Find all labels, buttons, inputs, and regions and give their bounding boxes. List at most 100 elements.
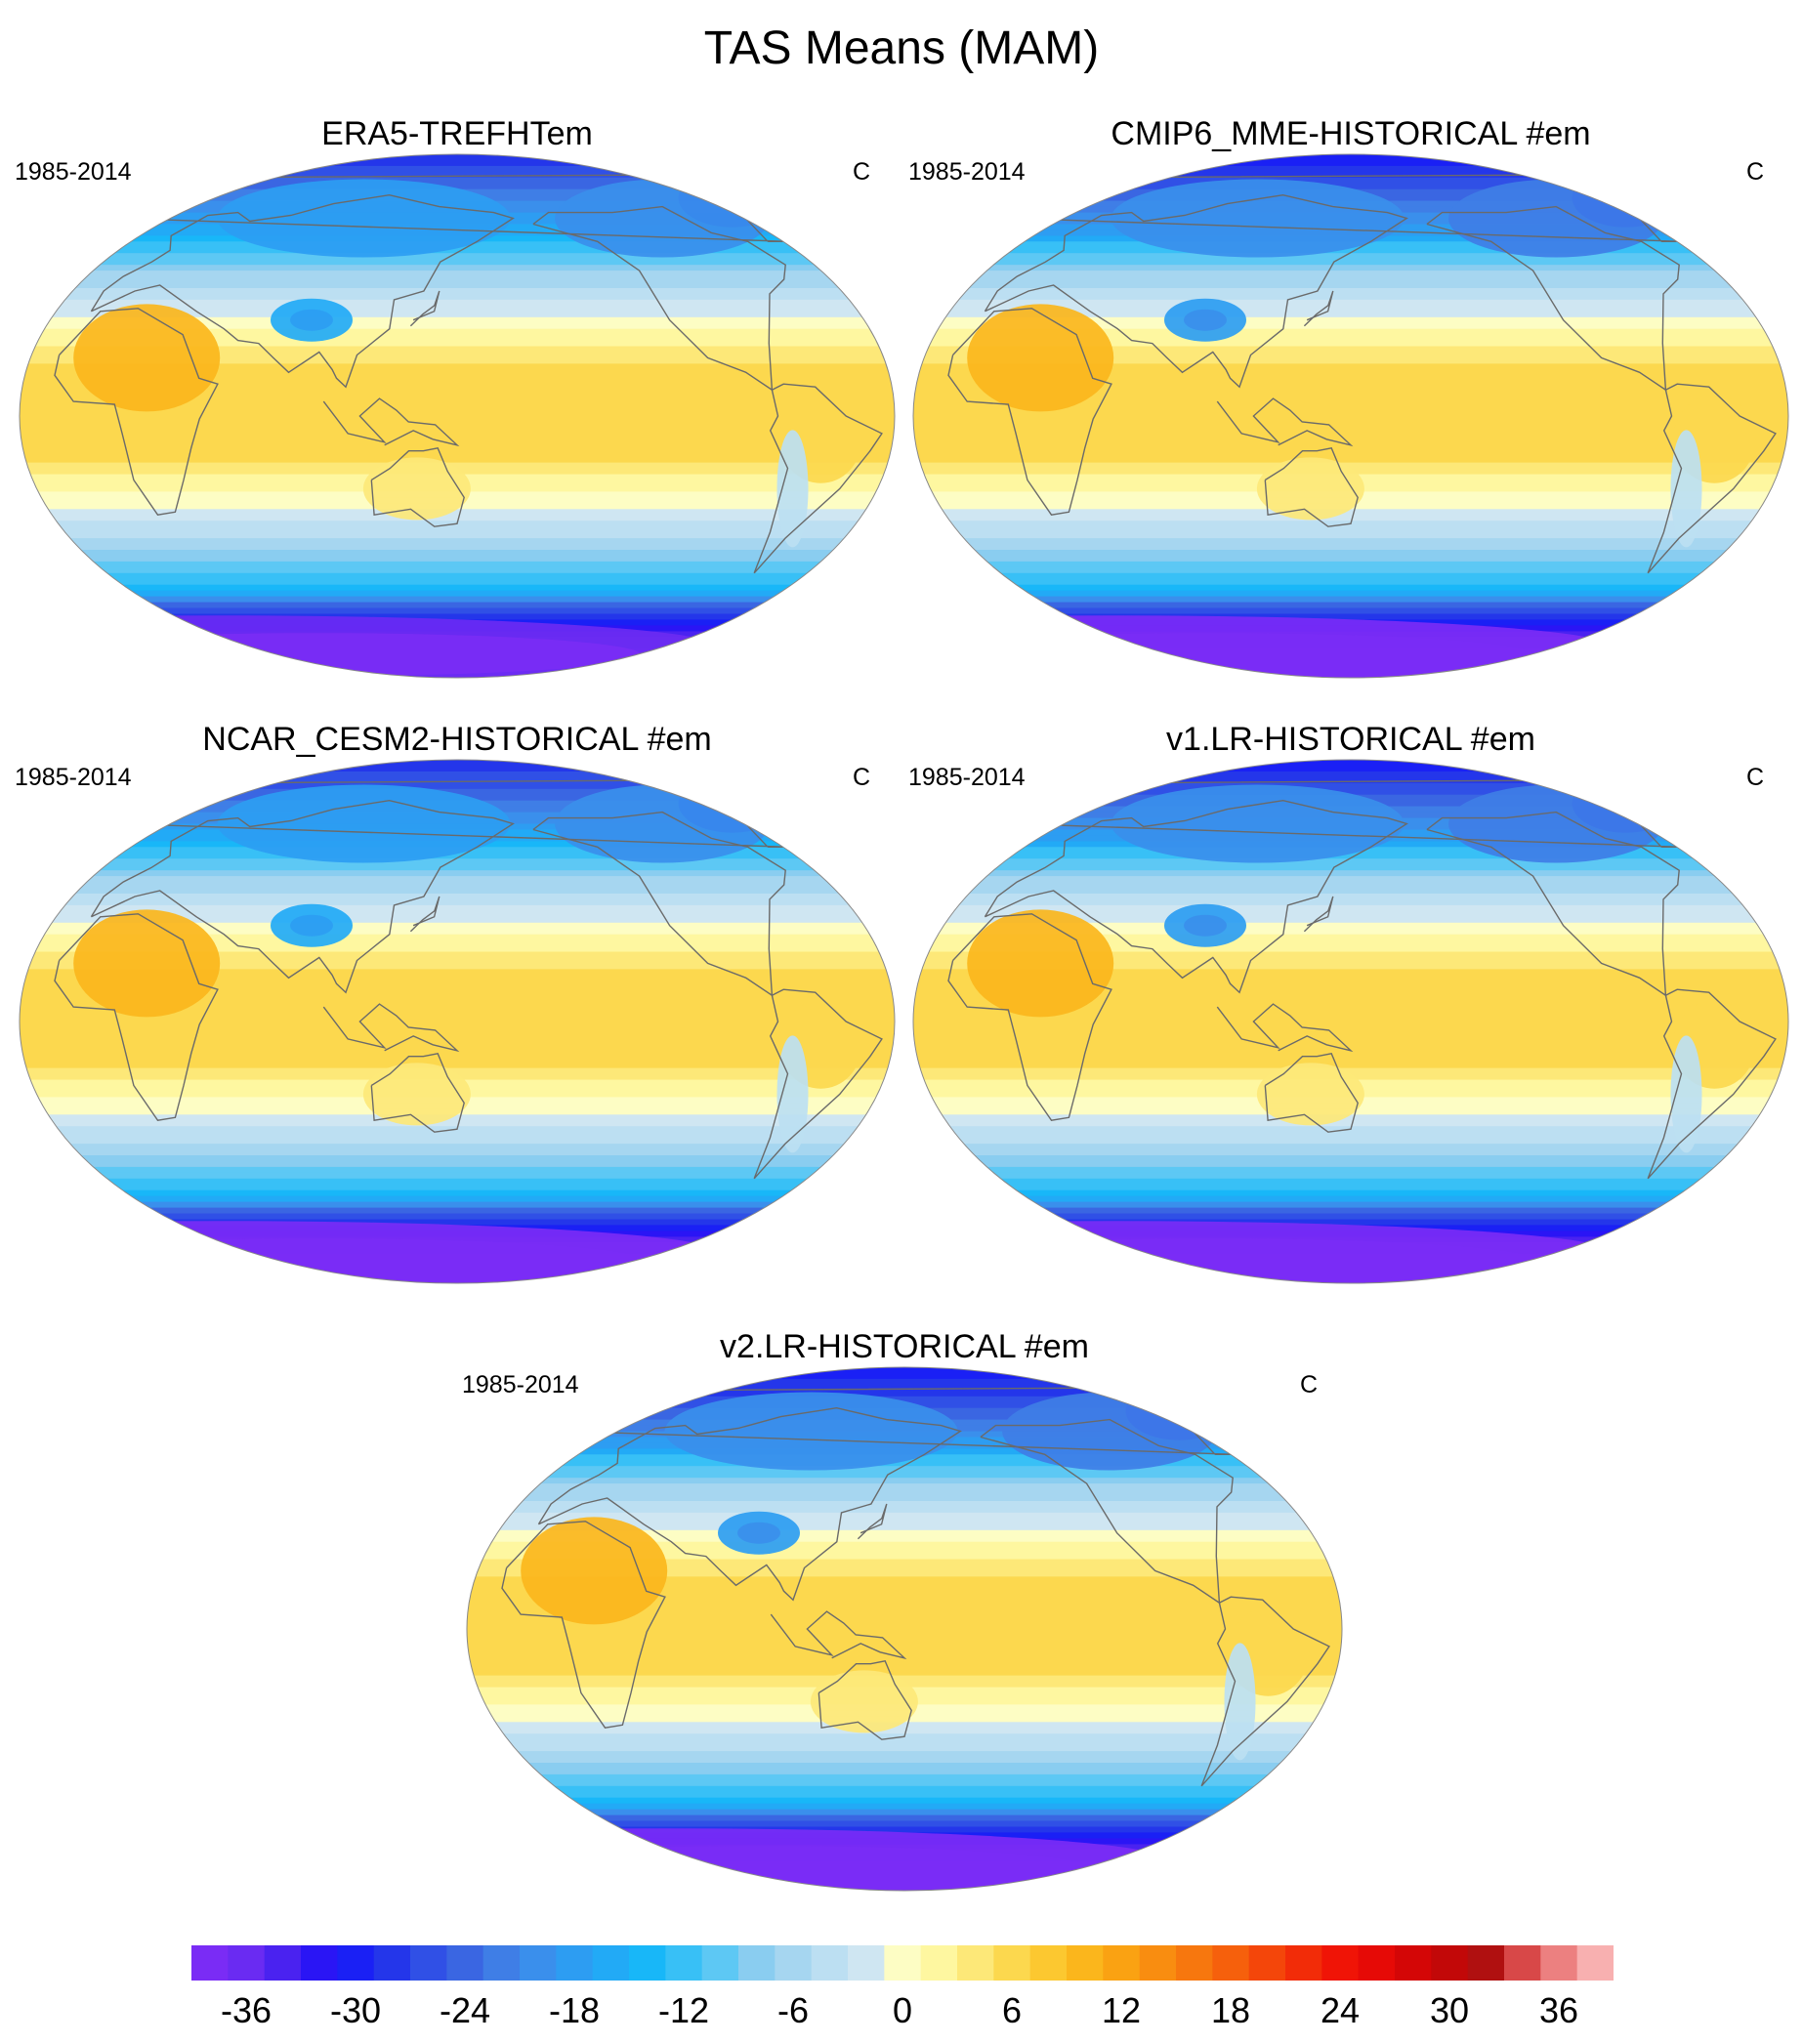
panel-period: 1985-2014 <box>15 158 132 186</box>
colorbar-swatch <box>1576 1945 1614 1981</box>
latitude-band <box>467 1763 1342 1770</box>
antarctica-core <box>467 1846 1088 1890</box>
temperature-field <box>20 760 895 1283</box>
latitude-band <box>20 998 895 1005</box>
latitude-band <box>467 1478 1342 1484</box>
colorbar-swatch <box>446 1945 484 1981</box>
latitude-band <box>20 980 895 988</box>
latitude-band <box>20 975 895 982</box>
latitude-band <box>467 1541 1342 1549</box>
latitude-band <box>20 888 895 895</box>
latitude-band <box>913 1022 1788 1028</box>
latitude-band <box>913 438 1788 446</box>
latitude-band <box>913 910 1788 918</box>
latitude-band <box>913 450 1788 458</box>
latitude-band <box>913 888 1788 895</box>
latitude-band <box>20 334 895 342</box>
latitude-band <box>913 1010 1788 1017</box>
latitude-band <box>913 165 1788 173</box>
colorbar-tick-label: 18 <box>1210 1990 1251 2030</box>
australia <box>1256 1063 1364 1126</box>
coastline <box>947 913 1112 1121</box>
latitude-band <box>20 438 895 446</box>
latitude-band <box>467 1675 1342 1683</box>
colorbar-swatch <box>1431 1945 1469 1981</box>
latitude-band <box>913 1160 1788 1168</box>
latitude-band <box>467 1663 1342 1671</box>
latitude-band <box>20 450 895 458</box>
latitude-band <box>20 590 895 598</box>
latitude-band <box>913 352 1788 359</box>
andes-cool <box>776 430 809 548</box>
latitude-band <box>20 1144 895 1150</box>
latitude-band <box>913 945 1788 953</box>
latitude-band <box>913 596 1788 604</box>
latitude-band <box>913 456 1788 464</box>
tibet-core <box>737 1522 780 1544</box>
latitude-band <box>20 381 895 389</box>
colorbar-tick-label: 30 <box>1429 1990 1470 2030</box>
coastline <box>90 799 515 994</box>
latitude-band <box>467 1785 1342 1793</box>
panel-period: 1985-2014 <box>15 764 132 791</box>
colorbar-swatch <box>264 1945 302 1981</box>
colorbar-swatch <box>1540 1945 1578 1981</box>
latitude-band <box>20 387 895 394</box>
latitude-band <box>20 1027 895 1034</box>
latitude-band <box>913 404 1788 411</box>
latitude-band <box>20 328 895 336</box>
latitude-band <box>20 253 895 260</box>
latitude-band <box>20 1022 895 1028</box>
latitude-band <box>467 1640 1342 1648</box>
latitude-band <box>20 939 895 947</box>
latitude-band <box>467 1489 1342 1496</box>
latitude-band <box>913 1032 1788 1040</box>
map-panel-v2: v2.LR-HISTORICAL #em 1985-2014 C <box>462 1328 1347 1895</box>
latitude-band <box>467 1617 1342 1624</box>
latitude-band <box>20 427 895 435</box>
latitude-band <box>913 561 1788 568</box>
latitude-band <box>20 602 895 609</box>
panel-units: C <box>1299 1371 1318 1398</box>
latitude-band <box>467 1576 1342 1584</box>
temperature-field <box>467 1367 1342 1891</box>
latitude-band <box>913 928 1788 936</box>
colorbar-tick-label: 24 <box>1320 1990 1361 2030</box>
latitude-band <box>20 398 895 405</box>
latitude-band <box>467 1553 1342 1561</box>
north-america-cold <box>555 784 771 863</box>
latitude-band <box>913 288 1788 295</box>
latitude-band <box>913 1050 1788 1058</box>
latitude-band <box>913 509 1788 517</box>
latitude-band <box>20 247 895 255</box>
latitude-band <box>20 282 895 289</box>
colorbar-swatch <box>556 1945 594 1981</box>
latitude-band <box>467 1483 1342 1490</box>
coastline <box>947 308 1112 516</box>
latitude-band <box>913 427 1788 435</box>
latitude-band <box>20 299 895 307</box>
latitude-band <box>913 538 1788 545</box>
coastline <box>753 988 883 1180</box>
panel-title: NCAR_CESM2-HISTORICAL #em <box>202 721 712 758</box>
latitude-band <box>913 444 1788 452</box>
latitude-band <box>913 282 1788 289</box>
colorbar-tick-label: -24 <box>439 1990 491 2030</box>
latitude-band <box>20 550 895 557</box>
panel-title: ERA5-TREFHTem <box>321 115 593 152</box>
latitude-band <box>20 271 895 277</box>
latitude-band <box>20 904 895 912</box>
latitude-band <box>20 316 895 324</box>
temperature-map <box>912 759 1789 1284</box>
latitude-band <box>913 1056 1788 1064</box>
latitude-band <box>913 1004 1788 1011</box>
figure-title: TAS Means (MAM) <box>703 22 1100 74</box>
latitude-band <box>467 1606 1342 1612</box>
latitude-band <box>20 561 895 568</box>
sahara-warm <box>73 304 221 412</box>
latitude-band <box>913 433 1788 440</box>
latitude-band <box>20 416 895 423</box>
latitude-band <box>467 1722 1342 1730</box>
latitude-band <box>913 276 1788 283</box>
panel-title: CMIP6_MME-HISTORICAL #em <box>1111 115 1591 152</box>
